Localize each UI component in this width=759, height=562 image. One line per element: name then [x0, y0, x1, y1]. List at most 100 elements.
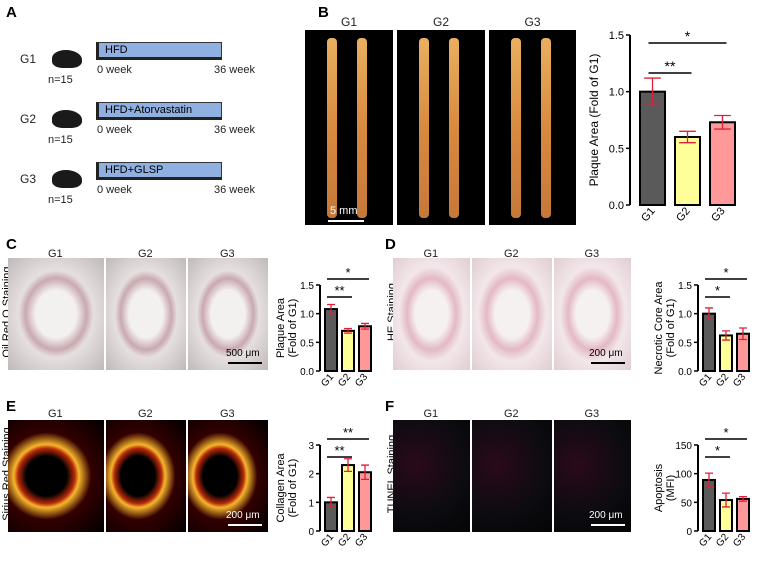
error-bar	[327, 303, 335, 315]
bar-chart-f: 0 50 100 150 Apoptosis (MFI) G1 G2 G3 **	[653, 425, 750, 550]
scale-bar-label: 200 μm	[589, 348, 623, 359]
error-bar	[344, 458, 352, 473]
stain-image	[554, 258, 631, 370]
y-axis-label: Collagen Area	[275, 453, 287, 523]
stain-image	[554, 420, 631, 532]
x-tick-label: G1	[697, 532, 714, 550]
bar-g2	[341, 464, 355, 532]
start-week: 0 week	[97, 64, 132, 76]
bar-g1	[324, 308, 338, 372]
x-tick-label: G1	[319, 532, 336, 550]
group-label: G2	[138, 248, 153, 260]
panel-label-a: A	[6, 4, 17, 21]
bar-chart-c: 0.0 0.5 1.0 1.5 Plaque Area (Fold of G1) G1 G2 G…	[275, 265, 372, 390]
bar-g1	[702, 312, 716, 372]
y-axis-label: Necrotic Core Area	[653, 281, 665, 375]
y-tick-label: 150	[675, 441, 692, 452]
sample-size: n=15	[48, 74, 73, 86]
stain-image	[393, 258, 470, 370]
group-label: G2	[138, 408, 153, 420]
bar-g3	[736, 497, 750, 532]
y-tick-label: 0.5	[678, 338, 692, 349]
scale-bar-label: 200 μm	[226, 510, 260, 521]
end-week: 36 week	[214, 184, 255, 196]
stain-image	[8, 258, 104, 370]
treatment-bar: HFD	[96, 42, 222, 60]
y-tick-label: 1.0	[300, 310, 314, 321]
bar-g2	[674, 136, 701, 206]
aorta-photo	[305, 30, 393, 225]
y-axis-label: (MFI)	[665, 475, 677, 501]
error-bar	[714, 114, 731, 130]
x-tick-label: G1	[697, 372, 714, 390]
y-axis-label: (Fold of G1)	[287, 459, 299, 518]
y-tick-label: 0	[308, 527, 314, 538]
error-bar	[361, 464, 369, 481]
stain-image	[472, 258, 552, 370]
sample-size: n=15	[48, 194, 73, 206]
significance-label: *	[345, 265, 350, 280]
x-tick-label: G3	[709, 205, 728, 224]
group-label: G2	[504, 248, 519, 260]
y-tick-label: 1.5	[609, 30, 624, 42]
y-tick-label: 0.0	[678, 367, 692, 378]
bar-g3	[358, 471, 372, 532]
x-tick-label: G2	[336, 372, 353, 390]
scale-bar	[228, 362, 262, 364]
stain-image	[106, 420, 186, 532]
group-label: G2	[20, 112, 37, 126]
scale-bar-label: 200 μm	[589, 510, 623, 521]
group-label: G1	[423, 248, 439, 260]
aorta-photo	[397, 30, 485, 225]
bar-g3	[709, 121, 736, 206]
scale-bar	[591, 524, 625, 526]
significance-label: *	[723, 265, 728, 280]
y-tick-label: 0.0	[300, 367, 314, 378]
treatment-bar: HFD+Atorvastatin	[96, 102, 222, 120]
panel-label-c: C	[6, 236, 17, 253]
group-label: G3	[584, 408, 600, 420]
group-label: G1	[48, 408, 63, 420]
significance-label: **	[343, 425, 353, 440]
error-bar	[679, 130, 696, 144]
scale-bar	[591, 362, 625, 364]
treatment-bar: HFD+GLSP	[96, 162, 222, 180]
bar-chart-d: 0.0 0.5 1.0 1.5 Necrotic Core Area (Fold of G…	[653, 265, 750, 390]
start-week: 0 week	[97, 184, 132, 196]
error-bar	[739, 495, 747, 502]
x-tick-label: G2	[714, 372, 731, 390]
mouse-icon	[52, 170, 82, 188]
bar-g1	[639, 90, 666, 206]
group-label: G3	[220, 248, 235, 260]
group-label: G1	[20, 52, 37, 66]
stain-image	[393, 420, 470, 532]
group-label: G3	[584, 248, 600, 260]
sample-size: n=15	[48, 134, 73, 146]
y-axis-label: (Fold of G1)	[287, 299, 299, 358]
panel-label-e: E	[6, 398, 17, 415]
y-tick-label: 1.5	[300, 281, 314, 292]
group-label: G1	[423, 408, 439, 420]
group-label: G2	[433, 15, 450, 29]
error-bar	[705, 307, 713, 321]
x-tick-label: G1	[639, 205, 658, 224]
scale-bar-b	[328, 220, 364, 222]
y-tick-label: 0.0	[609, 200, 624, 212]
error-bar	[705, 472, 713, 488]
stain-image	[106, 258, 186, 370]
y-tick-label: 1.5	[678, 281, 692, 292]
y-tick-label: 0	[686, 527, 692, 538]
end-week: 36 week	[214, 64, 255, 76]
significance-label: *	[715, 443, 720, 458]
panel-label-b: B	[318, 4, 329, 21]
y-tick-label: 1	[308, 498, 314, 509]
y-tick-label: 100	[675, 470, 692, 481]
end-week: 36 week	[214, 124, 255, 136]
bar-chart-b: 0.0 0.5 1.0 1.5 Plaque Area (Fold of G1) G1 G2…	[587, 28, 736, 224]
y-axis-label: Plaque Area (Fold of G1)	[587, 54, 601, 187]
scale-bar-label: 500 μm	[226, 348, 260, 359]
panel-label-f: F	[385, 398, 395, 415]
significance-label: **	[334, 443, 344, 458]
x-tick-label: G3	[353, 532, 370, 550]
error-bar	[722, 330, 730, 341]
